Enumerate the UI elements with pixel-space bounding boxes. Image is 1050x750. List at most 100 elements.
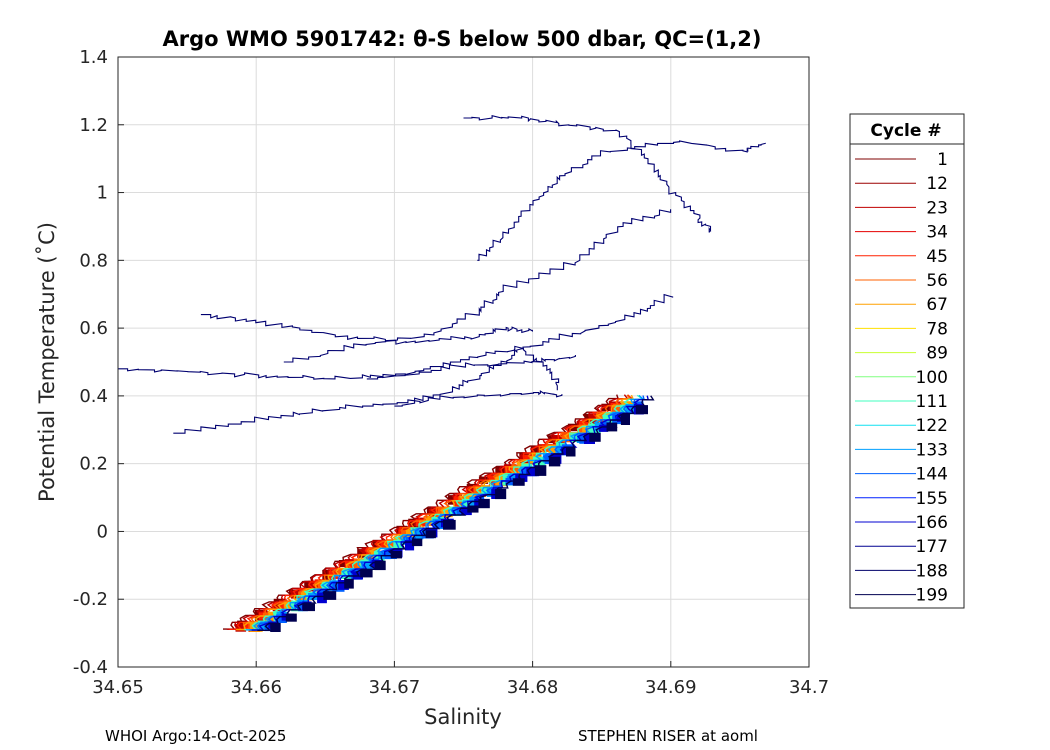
legend-label: 1 [937, 150, 948, 170]
lower-band-block [386, 539, 399, 550]
legend-label: 199 [916, 586, 948, 606]
lower-band-block [411, 538, 423, 547]
lower-band-block [284, 602, 294, 610]
x-tick-label: 34.7 [789, 677, 829, 698]
legend-entry: 56 [855, 271, 948, 291]
lower-band-block [317, 592, 327, 604]
lower-band-block [285, 613, 297, 622]
x-tick-label: 34.65 [92, 677, 144, 698]
lower-band-block [270, 622, 281, 632]
legend-label: 78 [926, 319, 948, 339]
legend-label: 67 [926, 295, 948, 315]
legend-entry: 144 [855, 465, 948, 485]
legend: Cycle # 1 12 23 34 45 56 67 78 89 100 111 122 133 144… [849, 113, 965, 609]
legend-entry: 67 [855, 295, 948, 315]
lower-band-block [380, 540, 391, 548]
y-tick-label: -0.2 [73, 589, 108, 610]
y-axis-label: Potential Temperature (˚C) [35, 222, 59, 502]
lower-band-block [635, 405, 648, 415]
legend-label: 177 [916, 537, 948, 557]
y-tick-label: 0.4 [79, 386, 108, 407]
lower-band-block [414, 529, 424, 540]
legend-label: 111 [916, 392, 948, 412]
legend-entry: 177 [855, 537, 948, 557]
lower-band-block [620, 414, 630, 425]
y-tick-label: 0.6 [79, 318, 108, 339]
x-axis-label: Salinity [424, 705, 502, 729]
legend-entry: 111 [855, 392, 948, 412]
y-tick-label: 0 [97, 521, 108, 542]
lower-band-block [598, 424, 609, 432]
legend-entry: 89 [855, 344, 948, 364]
footer-right: STEPHEN RISER at aoml [578, 727, 758, 745]
legend-entry: 122 [855, 416, 948, 436]
lower-band-block [338, 580, 349, 590]
lower-band-block [467, 505, 479, 513]
upper-trace [200, 314, 533, 345]
lower-band-block [596, 413, 608, 423]
lower-band-block [302, 603, 315, 612]
lower-band-block [466, 486, 477, 495]
legend-label: 45 [926, 247, 948, 267]
legend-label: 23 [926, 198, 948, 218]
legend-label: 12 [926, 174, 948, 194]
y-tick-labels: 1.4 1.2 1 0.8 0.6 0.4 0.2 0 -0.2 -0.4 [73, 47, 108, 678]
upper-trace [463, 115, 712, 233]
lower-band-block [276, 614, 287, 623]
lower-band-block [613, 404, 625, 412]
legend-label: 34 [926, 223, 948, 243]
y-tick-label: 1.4 [79, 47, 108, 68]
lower-band-block [308, 580, 319, 592]
lower-band-block [390, 551, 402, 559]
y-tick-label: 0.8 [79, 250, 108, 271]
legend-entry: 45 [855, 247, 948, 267]
chart-title: Argo WMO 5901742: θ-S below 500 dbar, QC… [163, 27, 762, 51]
upper-trace [394, 347, 560, 407]
lower-band-block [291, 590, 304, 599]
plot-area [118, 57, 809, 667]
y-tick-label: 1 [97, 183, 108, 204]
lower-band-block [345, 561, 355, 571]
lower-band-traces [223, 394, 655, 632]
upper-trace [477, 140, 766, 261]
legend-entry: 23 [855, 198, 948, 218]
lower-band-block [425, 530, 436, 539]
legend-label: 56 [926, 271, 948, 291]
legend-label: 133 [916, 440, 948, 460]
legend-entry: 155 [855, 489, 948, 509]
lower-band-block [323, 591, 337, 600]
lower-band-block [235, 624, 247, 632]
lower-band-block [534, 465, 547, 476]
upper-trace [118, 355, 576, 380]
upper-trace [173, 390, 563, 434]
lower-band-block [495, 488, 507, 500]
y-tick-label: 0.2 [79, 454, 108, 475]
legend-label: 122 [916, 416, 948, 436]
legend-label: 144 [916, 465, 948, 485]
lower-band-block [515, 474, 528, 482]
lower-band-block [548, 444, 560, 454]
upper-trace [283, 209, 672, 363]
legend-label: 166 [916, 513, 948, 533]
upper-traces [118, 115, 766, 434]
lower-band-block [606, 422, 618, 432]
legend-entry: 100 [855, 368, 948, 388]
lower-band-block [548, 456, 561, 467]
lower-band-block [344, 578, 354, 589]
lower-band-block [567, 423, 580, 432]
plot-frame [117, 56, 810, 668]
legend-entry: 78 [855, 319, 948, 339]
legend-entries: 1 12 23 34 45 56 67 78 89 100 111 122 133 144 155 166 17… [855, 150, 948, 606]
lower-band-block [478, 498, 490, 509]
legend-title: Cycle # [870, 121, 941, 141]
x-tick-labels: 34.65 34.66 34.67 34.68 34.69 34.7 [92, 677, 829, 698]
lower-band-block [570, 434, 581, 442]
lower-band-block [588, 423, 601, 434]
legend-entry: 12 [855, 174, 948, 194]
x-tick-label: 34.67 [369, 677, 421, 698]
legend-label: 100 [916, 368, 948, 388]
y-tick-label: -0.4 [73, 657, 108, 678]
lower-band-block [360, 569, 373, 578]
y-tick-label: 1.2 [79, 115, 108, 136]
